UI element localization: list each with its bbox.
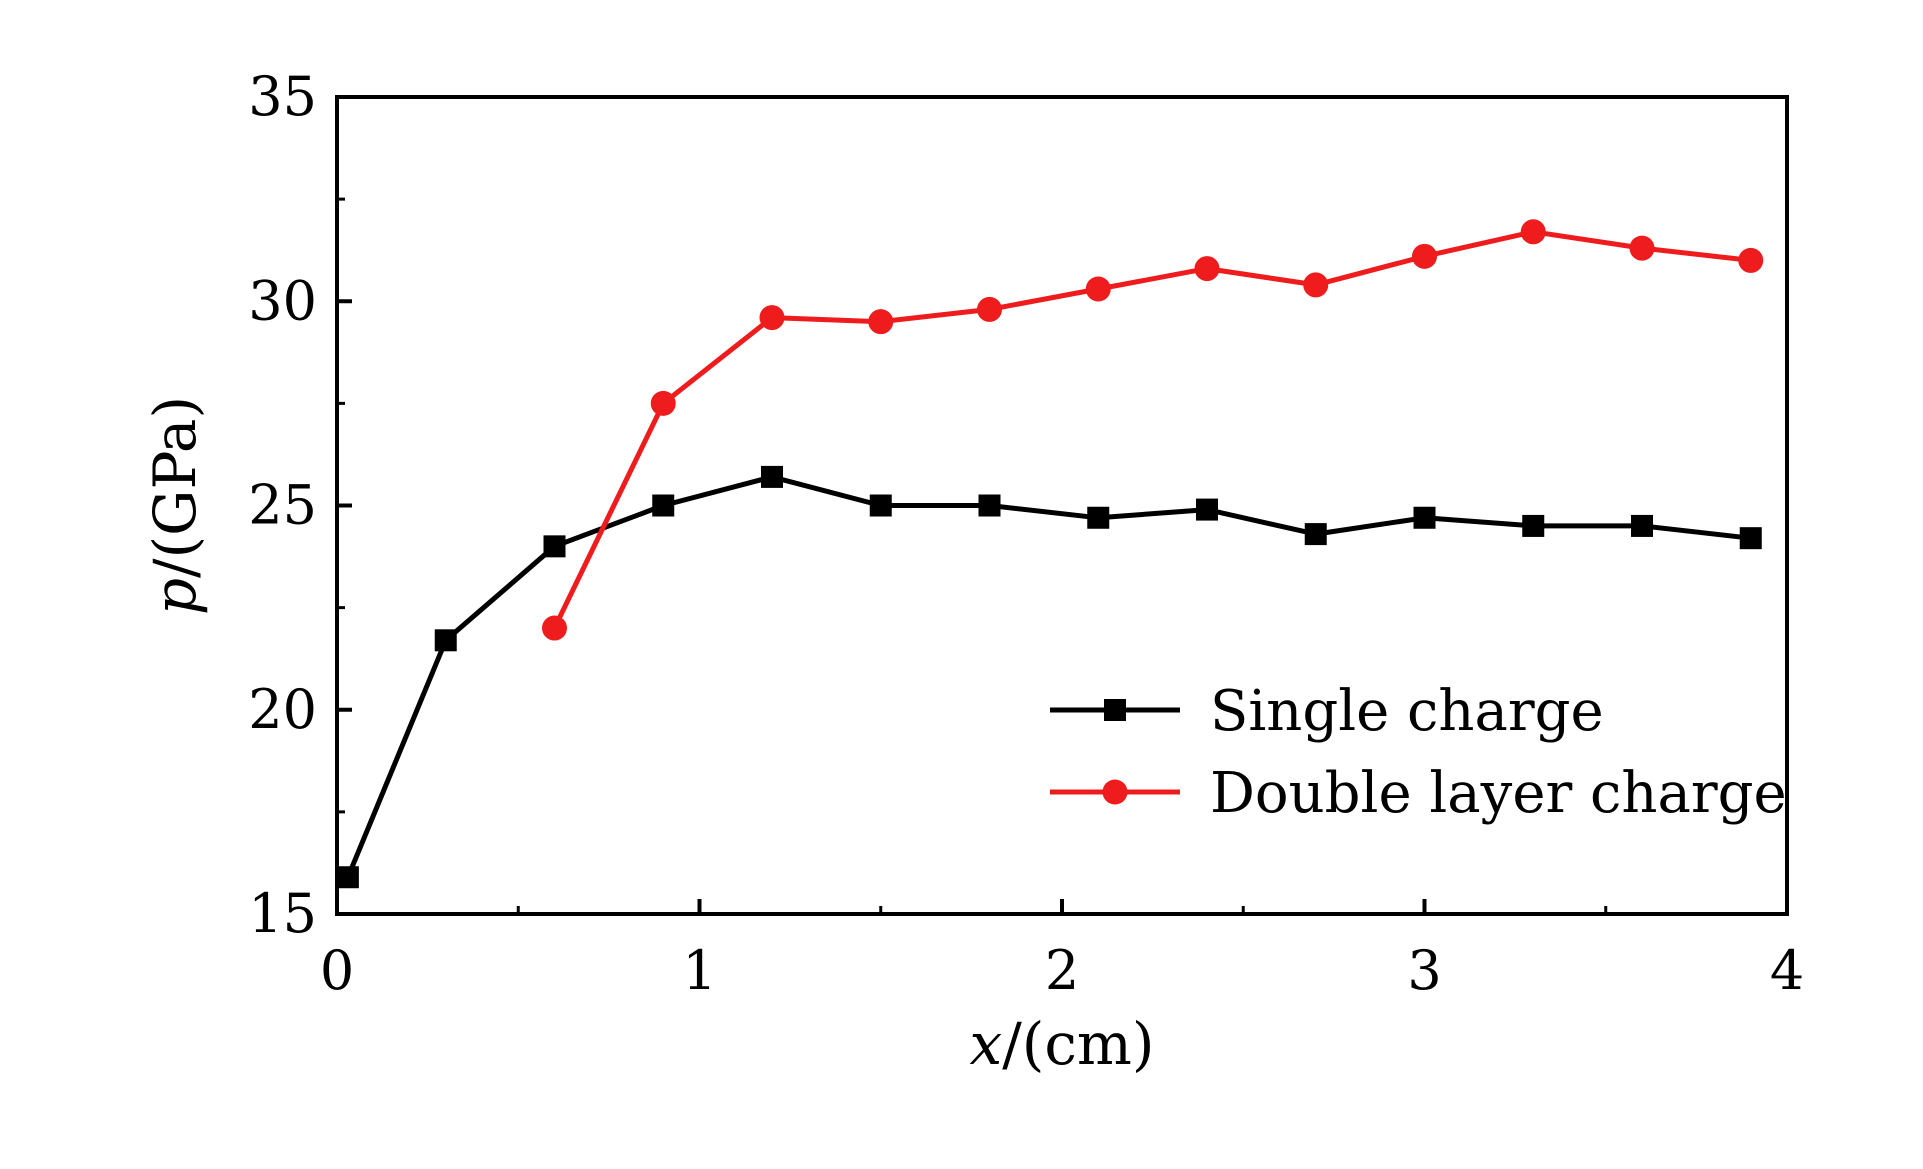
tick-layer: 0 1 2 3 4 15 20 25 30 35 [248, 65, 1804, 1002]
y-axis-unit: /(GPa) [141, 396, 209, 578]
x-tick-label: 0 [320, 939, 354, 1002]
y-axis-variable: p [141, 578, 209, 615]
series-layer [336, 219, 1764, 889]
x-tick-label: 2 [1045, 939, 1079, 1002]
data-point-circle [1412, 243, 1437, 269]
series-single-charge [336, 465, 1762, 889]
data-point-circle [1303, 272, 1329, 298]
y-tick-label: 20 [248, 678, 317, 741]
data-point-circle [650, 390, 676, 416]
series-line-double-layer-charge [552, 229, 1752, 630]
data-point-square [761, 465, 783, 488]
legend-label-double-layer-charge: Double layer charge [1210, 761, 1787, 826]
data-point-square [1087, 506, 1110, 529]
data-point-circle [1738, 247, 1764, 273]
data-point-square [1739, 527, 1762, 550]
data-point-square [1304, 523, 1327, 546]
data-point-circle [759, 305, 785, 331]
y-tick-label: 25 [248, 474, 317, 537]
x-axis-unit: /(cm) [1002, 1010, 1154, 1078]
x-axis-variable: x [970, 1010, 1003, 1078]
data-point-circle [542, 615, 567, 641]
data-point-square [1522, 514, 1545, 537]
y-tick-label: 35 [248, 65, 317, 128]
x-tick-label: 4 [1770, 939, 1804, 1002]
data-point-square [1631, 514, 1653, 537]
data-point-circle [1520, 219, 1546, 245]
legend-entry-single-charge: Single charge [1050, 679, 1604, 744]
data-point-square [1196, 498, 1218, 521]
legend-entry-double-layer-charge: Double layer charge [1050, 761, 1787, 826]
data-point-circle [868, 309, 894, 335]
legend: Single charge Double layer charge [1050, 679, 1787, 826]
data-point-square [978, 494, 1001, 517]
plot-frame [335, 95, 1789, 916]
series-line-single-charge [345, 474, 1752, 879]
legend-label-single-charge: Single charge [1210, 679, 1604, 744]
data-point-circle [1194, 256, 1220, 282]
data-point-square [1413, 506, 1436, 529]
y-axis-label: p/(GPa) [141, 396, 209, 615]
data-point-square [543, 535, 566, 558]
data-point-square [434, 629, 457, 652]
y-tick-label: 15 [248, 882, 317, 945]
series-double-layer-charge [542, 219, 1764, 641]
data-point-circle [1085, 276, 1111, 302]
data-point-square [652, 494, 675, 517]
x-tick-label: 3 [1407, 939, 1441, 1002]
legend-marker-square [1104, 699, 1126, 721]
data-point-square [869, 494, 892, 517]
y-tick-label: 30 [248, 269, 317, 332]
data-point-circle [1629, 235, 1655, 261]
data-point-square [336, 866, 359, 889]
x-axis-label: x/(cm) [970, 1010, 1155, 1078]
data-point-circle [977, 296, 1002, 322]
legend-marker-circle [1102, 779, 1128, 805]
x-tick-label: 1 [682, 939, 716, 1002]
